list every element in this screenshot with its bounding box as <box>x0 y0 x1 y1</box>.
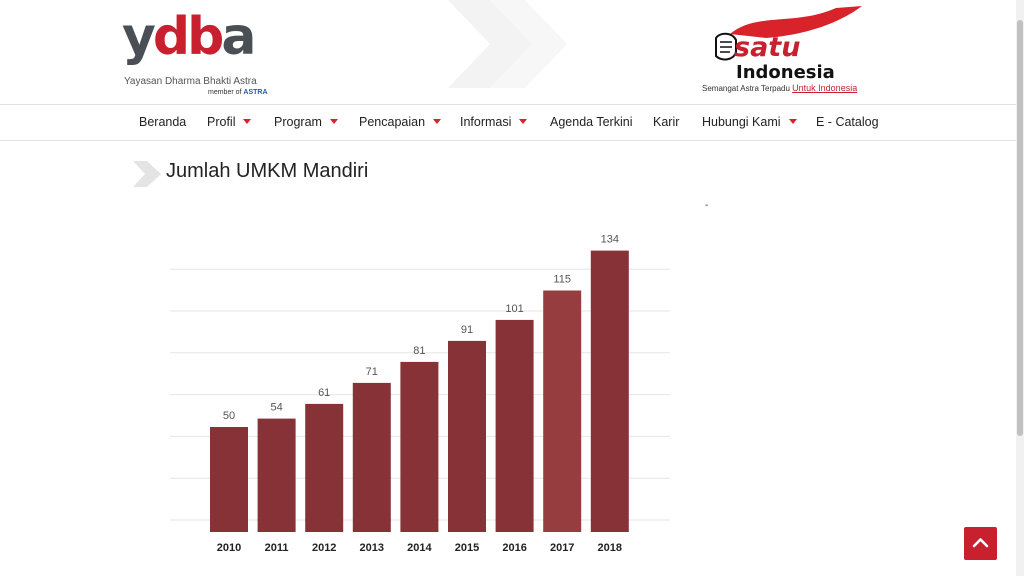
logo-organization-name: Yayasan Dharma Bhakti Astra <box>124 76 257 87</box>
chart-data-label: 134 <box>601 234 619 246</box>
chart-bar-2014[interactable] <box>400 361 439 532</box>
caret-down-icon <box>243 119 252 124</box>
chart-bar-2012[interactable] <box>305 403 344 532</box>
nav-item-e-catalog[interactable]: E - Catalog <box>816 115 879 129</box>
back-to-top-button[interactable] <box>964 527 997 560</box>
chart-bar-2018[interactable] <box>590 250 629 532</box>
decorative-chevron-icon <box>448 0 567 88</box>
chart-x-tick-label: 2014 <box>407 542 432 554</box>
ydba-logo-mark: ydba <box>122 7 256 67</box>
chart-x-tick-label: 2010 <box>217 542 241 554</box>
satu-tagline: Semangat Astra Terpadu Untuk Indonesia <box>702 83 858 93</box>
nav-item-pencapaian[interactable]: Pencapaian <box>359 105 442 140</box>
chart-bar-2011[interactable] <box>257 418 296 532</box>
chart-x-tick-label: 2012 <box>312 542 336 554</box>
chart-x-tick-label: 2016 <box>502 542 526 554</box>
caret-down-icon <box>519 119 528 124</box>
chart-x-tick-label: 2013 <box>360 542 384 554</box>
chart-data-label: 101 <box>505 303 523 315</box>
flag-icon <box>730 6 862 38</box>
caret-down-icon <box>433 119 442 124</box>
nav-item-program[interactable]: Program <box>274 105 338 140</box>
indonesia-wordmark: Indonesia <box>736 62 835 83</box>
chevron-up-icon <box>972 538 989 548</box>
chart-bar-2015[interactable] <box>448 340 486 532</box>
nav-item-beranda[interactable]: Beranda <box>139 115 187 129</box>
chart-data-label: 91 <box>461 324 473 336</box>
chart-data-label: 71 <box>366 366 378 378</box>
chart-data-label: 115 <box>553 274 571 286</box>
chart-bar-2010[interactable] <box>210 427 248 532</box>
page-scrollbar[interactable] <box>1016 0 1024 576</box>
caret-down-icon <box>329 119 338 124</box>
chart-bar-2017[interactable] <box>543 290 582 533</box>
nav-item-hubungi-kami[interactable]: Hubungi Kami <box>702 105 797 140</box>
logo-member-of: member of ASTRA <box>208 89 268 96</box>
fist-icon <box>715 32 737 61</box>
caret-down-icon <box>788 119 797 124</box>
chart-x-tick-label: 2015 <box>455 542 479 554</box>
nav-item-informasi[interactable]: Informasi <box>460 105 528 140</box>
nav-item-agenda-terkini[interactable]: Agenda Terkini <box>550 115 633 129</box>
umkm-bar-chart: 50 2010 54 2011 61 2012 71 2013 81 2014 91 2015 101 2… <box>170 234 670 554</box>
chart-x-tick-label: 2018 <box>598 542 622 554</box>
satu-indonesia-logo[interactable]: satu Indonesia Semangat Astra Terpadu Un… <box>700 4 880 96</box>
chevron-right-icon <box>133 161 161 187</box>
chart-bar-2013[interactable] <box>352 382 391 532</box>
page-title: Jumlah UMKM Mandiri <box>166 160 369 182</box>
chart-data-label: 50 <box>223 410 235 422</box>
chart-data-label: 61 <box>318 387 330 399</box>
main-navigation: Beranda Profil Program Pencapaian Inform… <box>0 104 1016 141</box>
chart-bar-2016[interactable] <box>495 319 534 532</box>
nav-item-profil[interactable]: Profil <box>207 105 252 140</box>
chart-data-label: 54 <box>270 402 282 414</box>
satu-wordmark: satu <box>734 32 801 63</box>
ydba-logo[interactable]: ydba Yayasan Dharma Bhakti Astra member … <box>122 6 272 98</box>
site-header: ydba Yayasan Dharma Bhakti Astra member … <box>0 0 1016 104</box>
separator-dash: - <box>705 200 709 211</box>
chart-data-label: 81 <box>413 345 425 357</box>
chart-x-tick-label: 2017 <box>550 542 574 554</box>
chart-x-tick-label: 2011 <box>265 542 289 554</box>
nav-item-karir[interactable]: Karir <box>653 115 680 129</box>
scrollbar-thumb[interactable] <box>1017 20 1023 436</box>
